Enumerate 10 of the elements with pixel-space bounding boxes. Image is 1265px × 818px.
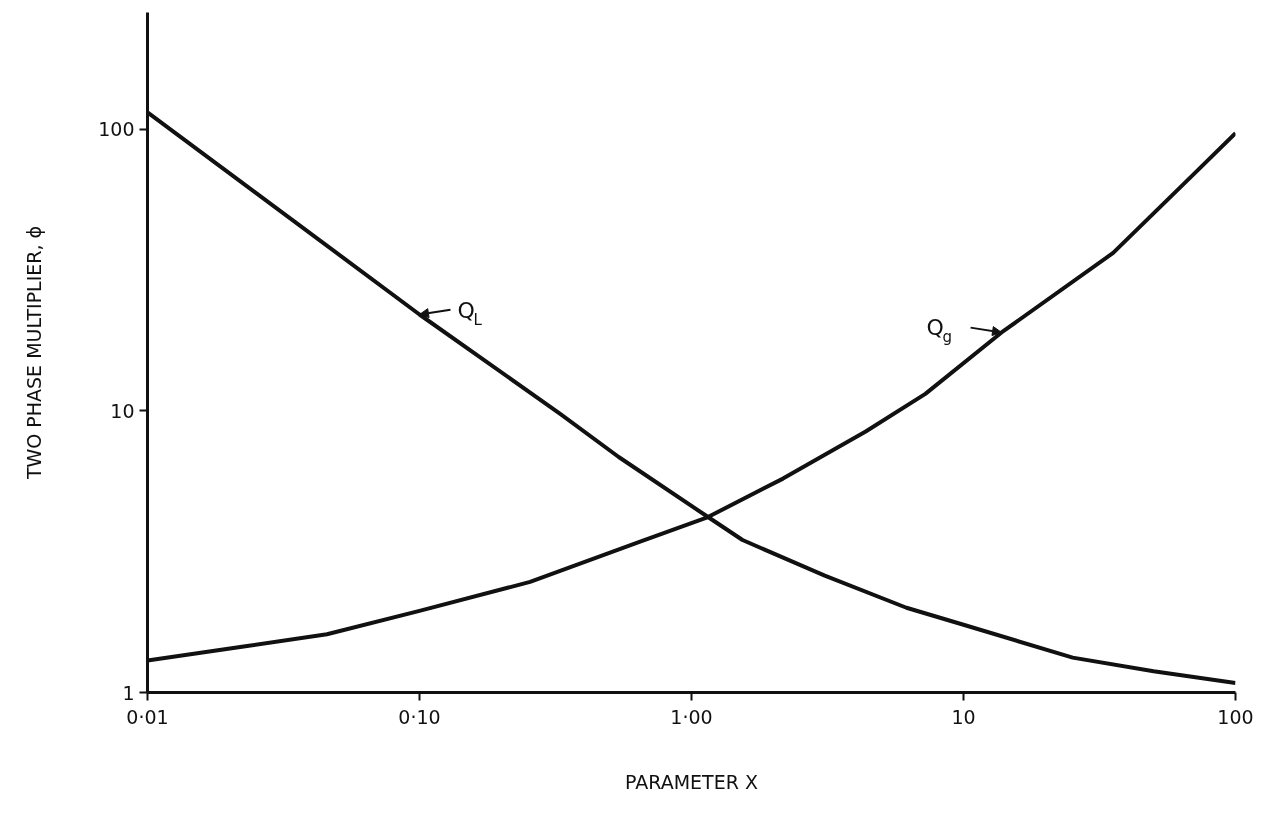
x-tick-label: 10 [951,705,976,728]
y-axis-title: TWO PHASE MULTIPLIER, ϕ [23,225,46,481]
y-tick-label: 100 [98,118,135,141]
x-tick-label: 0·10 [398,705,441,728]
y-tick-label: 1 [122,681,135,704]
x-tick-label: 1·00 [670,705,713,728]
x-tick-label: 100 [1217,705,1254,728]
x-tick-label: 0·01 [126,705,169,728]
x-axis-title: PARAMETER X [625,770,758,793]
y-tick-label: 10 [110,399,135,422]
